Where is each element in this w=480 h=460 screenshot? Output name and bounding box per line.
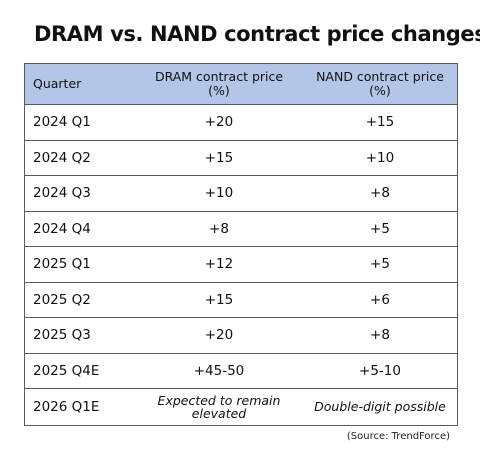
table-row: 2026 Q1E Expected to remain elevated Dou… [25,389,457,425]
table-row: 2024 Q4 +8 +5 [25,212,457,247]
dram-value-cell: +15 [204,291,234,308]
quarter-cell: 2024 Q2 [33,149,91,166]
quarter-cell: 2025 Q3 [33,327,91,344]
nand-value-cell: +5-10 [359,362,401,379]
table-header-row: Quarter DRAM contract price (%) NAND con… [25,64,457,105]
table-row: 2024 Q1 +20 +15 [25,105,457,141]
quarter-cell: 2025 Q1 [33,256,91,273]
header-nand: NAND contract price (%) [316,68,444,98]
nand-value-cell: +6 [370,291,390,308]
dram-value-cell: +45-50 [193,362,245,379]
source-note: (Source: TrendForce) [346,431,450,442]
dram-value-cell: +10 [204,185,234,202]
nand-value-cell: +15 [365,114,395,131]
nand-value-cell: +5 [370,220,390,237]
dram-value-cell: Expected to remain elevated [157,392,281,421]
quarter-cell: 2026 Q1E [33,398,100,415]
chart-title: DRAM vs. NAND contract price changes [34,22,480,46]
quarter-cell: 2024 Q1 [33,114,91,131]
table-row: 2025 Q4E +45-50 +5-10 [25,354,457,389]
table-row: 2025 Q2 +15 +6 [25,283,457,318]
quarter-cell: 2024 Q4 [33,220,91,237]
nand-value-cell: +5 [370,256,390,273]
table-row: 2024 Q2 +15 +10 [25,141,457,176]
dram-value-cell: +20 [204,114,234,131]
nand-value-cell: +8 [370,327,390,344]
table-row: 2025 Q1 +12 +5 [25,247,457,283]
quarter-cell: 2025 Q4E [33,362,100,379]
price-change-table: Quarter DRAM contract price (%) NAND con… [24,63,458,426]
nand-value-cell: Double-digit possible [314,399,446,415]
header-quarter: Quarter [33,75,82,91]
dram-value-cell: +8 [209,220,229,237]
quarter-cell: 2025 Q2 [33,291,91,308]
nand-value-cell: +8 [370,185,390,202]
dram-value-cell: +15 [204,149,234,166]
dram-value-cell: +12 [204,256,234,273]
nand-value-cell: +10 [365,149,395,166]
table-row: 2024 Q3 +10 +8 [25,176,457,212]
quarter-cell: 2024 Q3 [33,185,91,202]
dram-value-cell: +20 [204,327,234,344]
table-row: 2025 Q3 +20 +8 [25,318,457,354]
header-dram: DRAM contract price (%) [154,68,284,98]
